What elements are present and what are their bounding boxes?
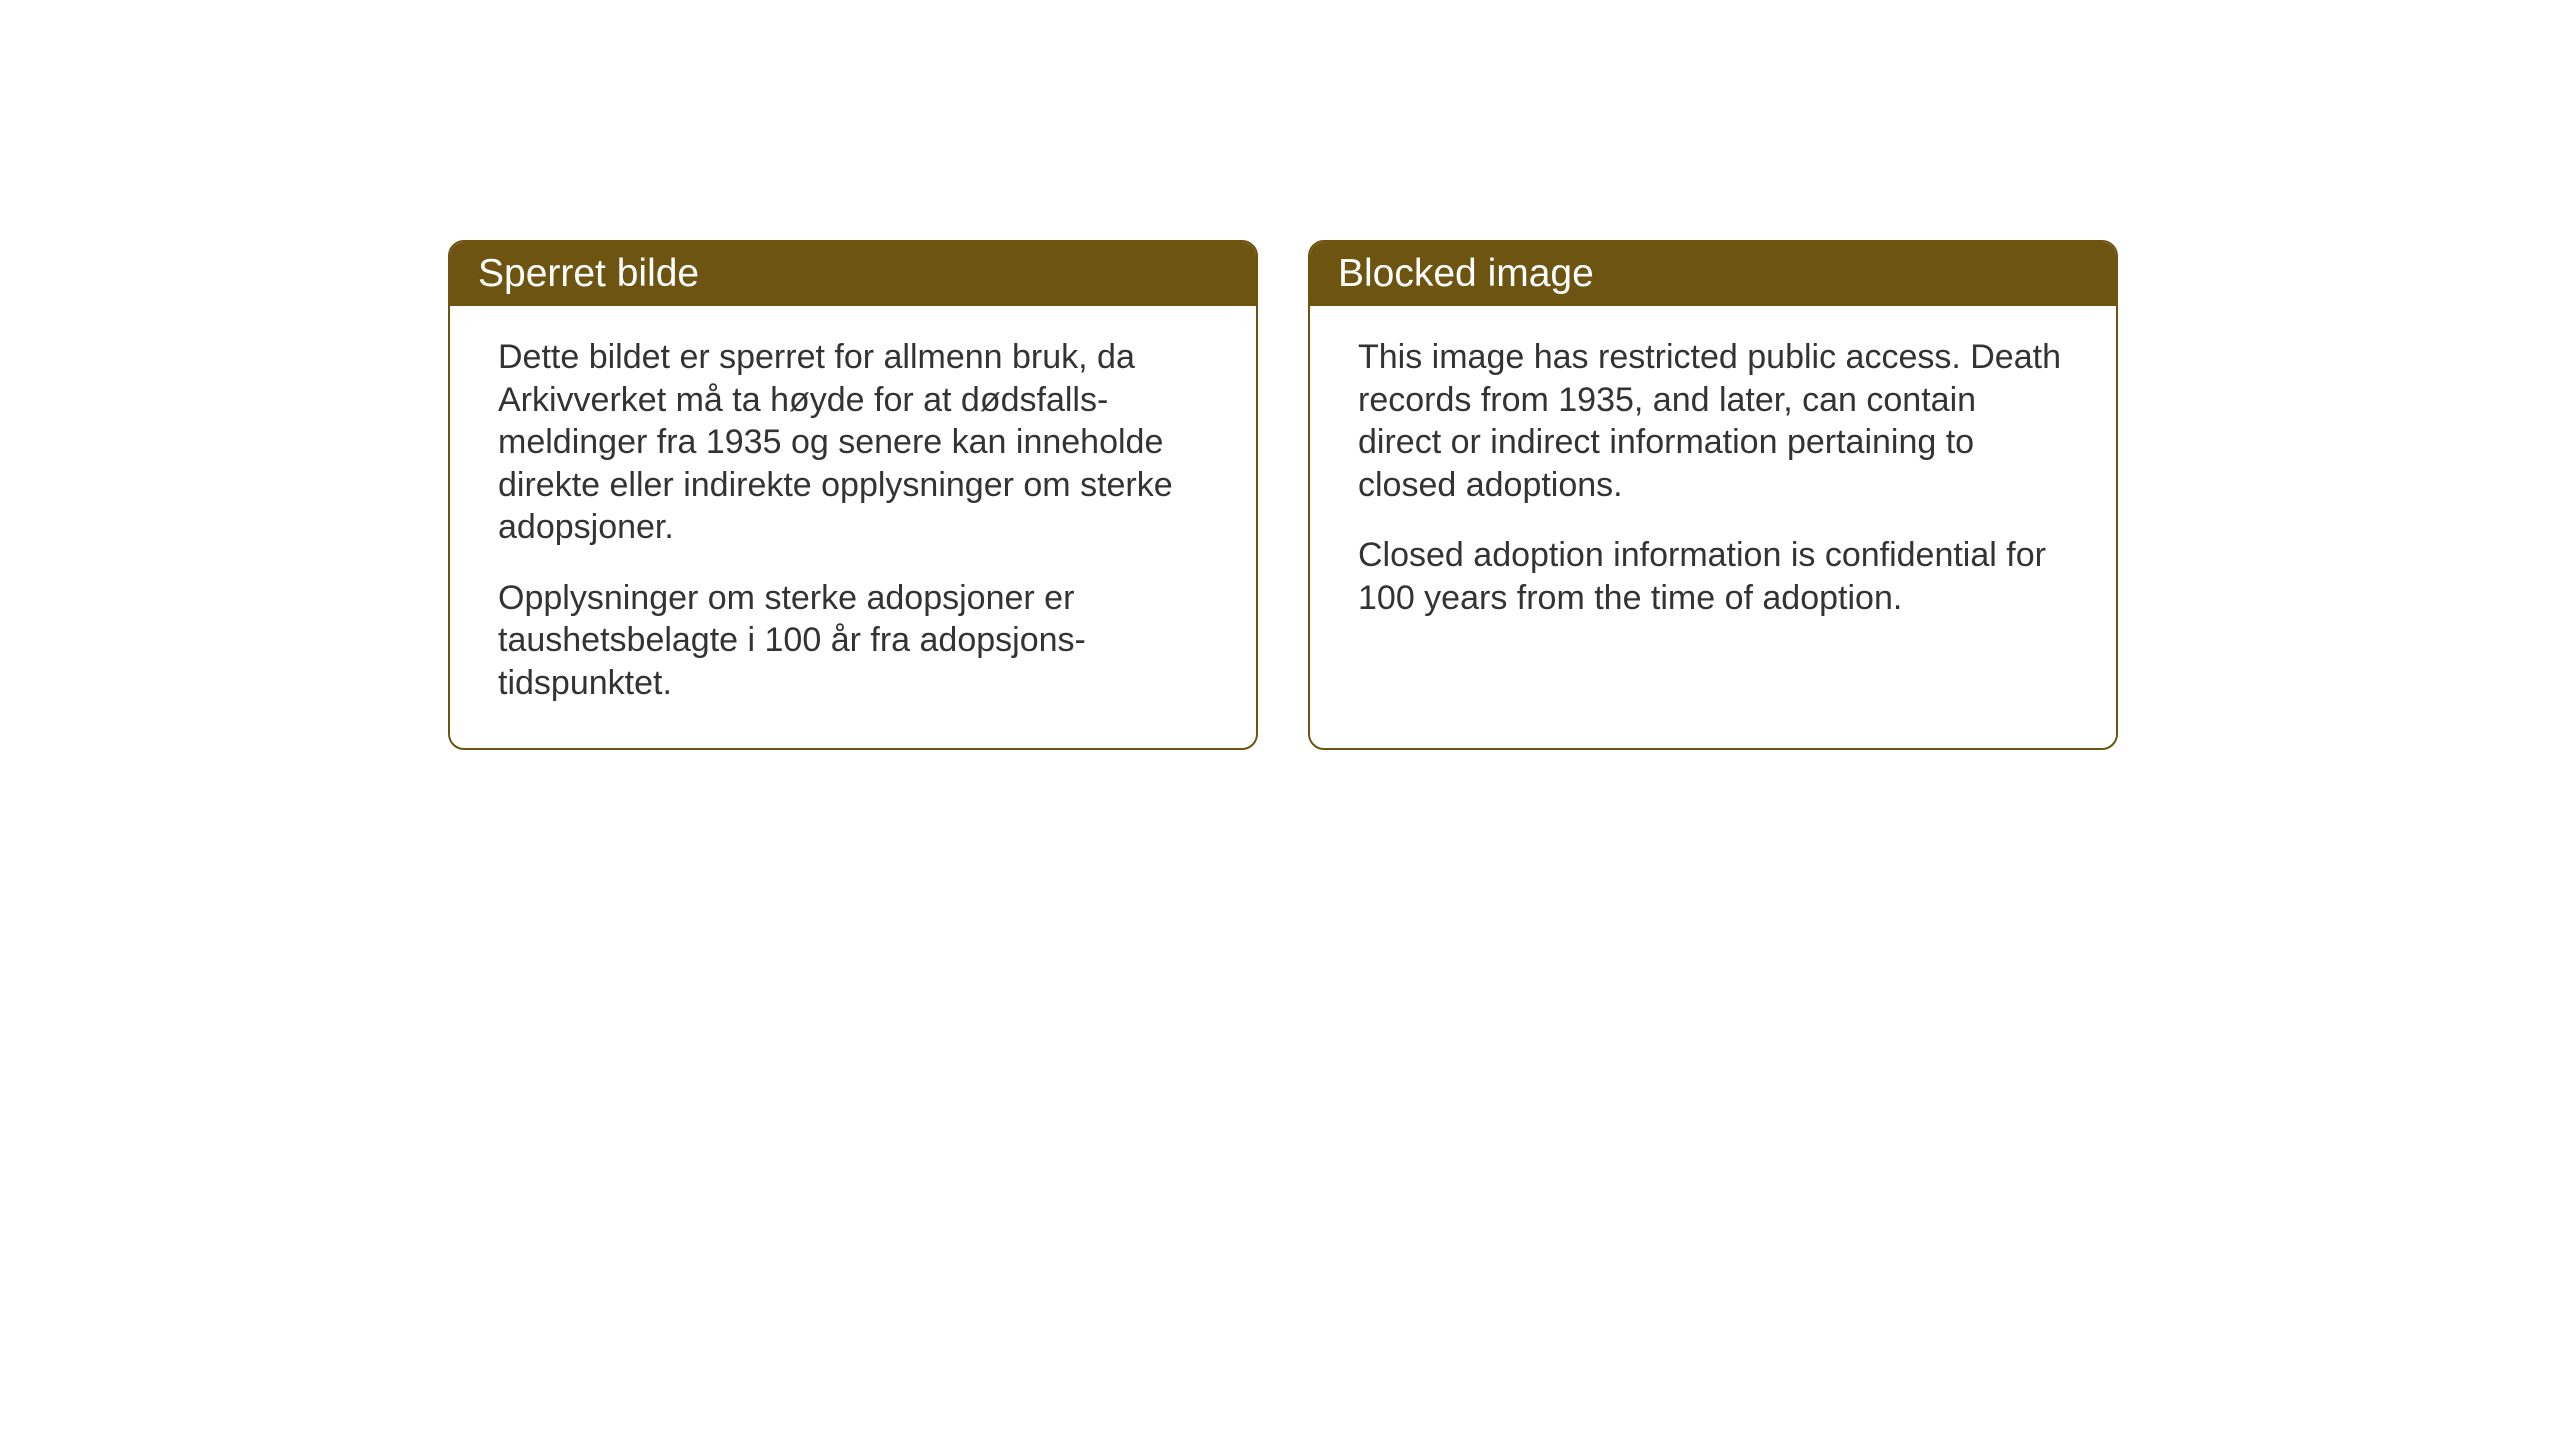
english-paragraph-2: Closed adoption information is confident… <box>1358 534 2068 619</box>
norwegian-paragraph-1: Dette bildet er sperret for allmenn bruk… <box>498 336 1208 549</box>
english-paragraph-1: This image has restricted public access.… <box>1358 336 2068 506</box>
english-card-header: Blocked image <box>1310 242 2116 306</box>
english-card-title: Blocked image <box>1338 252 1594 295</box>
norwegian-card-header: Sperret bilde <box>450 242 1256 306</box>
notice-container: Sperret bilde Dette bildet er sperret fo… <box>448 240 2118 750</box>
english-card-body: This image has restricted public access.… <box>1310 306 2116 663</box>
norwegian-paragraph-2: Opplysninger om sterke adopsjoner er tau… <box>498 577 1208 705</box>
english-notice-card: Blocked image This image has restricted … <box>1308 240 2118 750</box>
norwegian-notice-card: Sperret bilde Dette bildet er sperret fo… <box>448 240 1258 750</box>
norwegian-card-title: Sperret bilde <box>478 252 699 295</box>
norwegian-card-body: Dette bildet er sperret for allmenn bruk… <box>450 306 1256 748</box>
